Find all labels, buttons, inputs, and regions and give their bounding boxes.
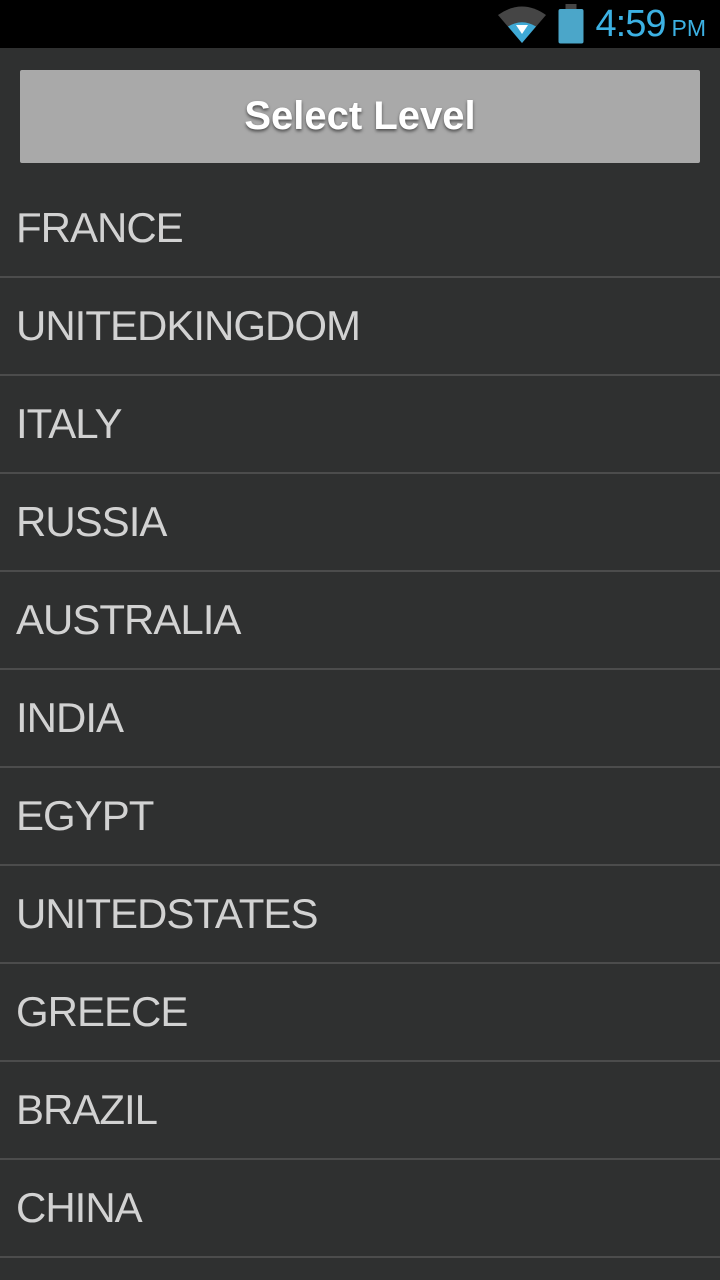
- wifi-icon: [497, 6, 546, 43]
- list-item-russia[interactable]: RUSSIA: [0, 474, 720, 572]
- list-item-brazil[interactable]: BRAZIL: [0, 1062, 720, 1160]
- select-level-button[interactable]: Select Level: [20, 70, 700, 163]
- header-bar: Select Level: [0, 48, 720, 180]
- list-item-france[interactable]: FRANCE: [0, 180, 720, 278]
- battery-icon: [558, 4, 584, 44]
- list-item-india[interactable]: INDIA: [0, 670, 720, 768]
- list-item-china[interactable]: CHINA: [0, 1160, 720, 1258]
- status-clock: 4:59 PM: [596, 0, 706, 48]
- level-list: FRANCE UNITEDKINGDOM ITALY RUSSIA AUSTRA…: [0, 180, 720, 1280]
- list-item-italy[interactable]: ITALY: [0, 376, 720, 474]
- status-bar: 4:59 PM: [0, 0, 720, 48]
- list-item-unitedkingdom[interactable]: UNITEDKINGDOM: [0, 278, 720, 376]
- list-item-egypt[interactable]: EGYPT: [0, 768, 720, 866]
- list-item-unitedstates[interactable]: UNITEDSTATES: [0, 866, 720, 964]
- list-item-partial-next[interactable]: [0, 1258, 720, 1280]
- status-time-period: PM: [671, 15, 707, 41]
- list-item-greece[interactable]: GREECE: [0, 964, 720, 1062]
- status-time: 4:59: [595, 3, 667, 45]
- list-item-australia[interactable]: AUSTRALIA: [0, 572, 720, 670]
